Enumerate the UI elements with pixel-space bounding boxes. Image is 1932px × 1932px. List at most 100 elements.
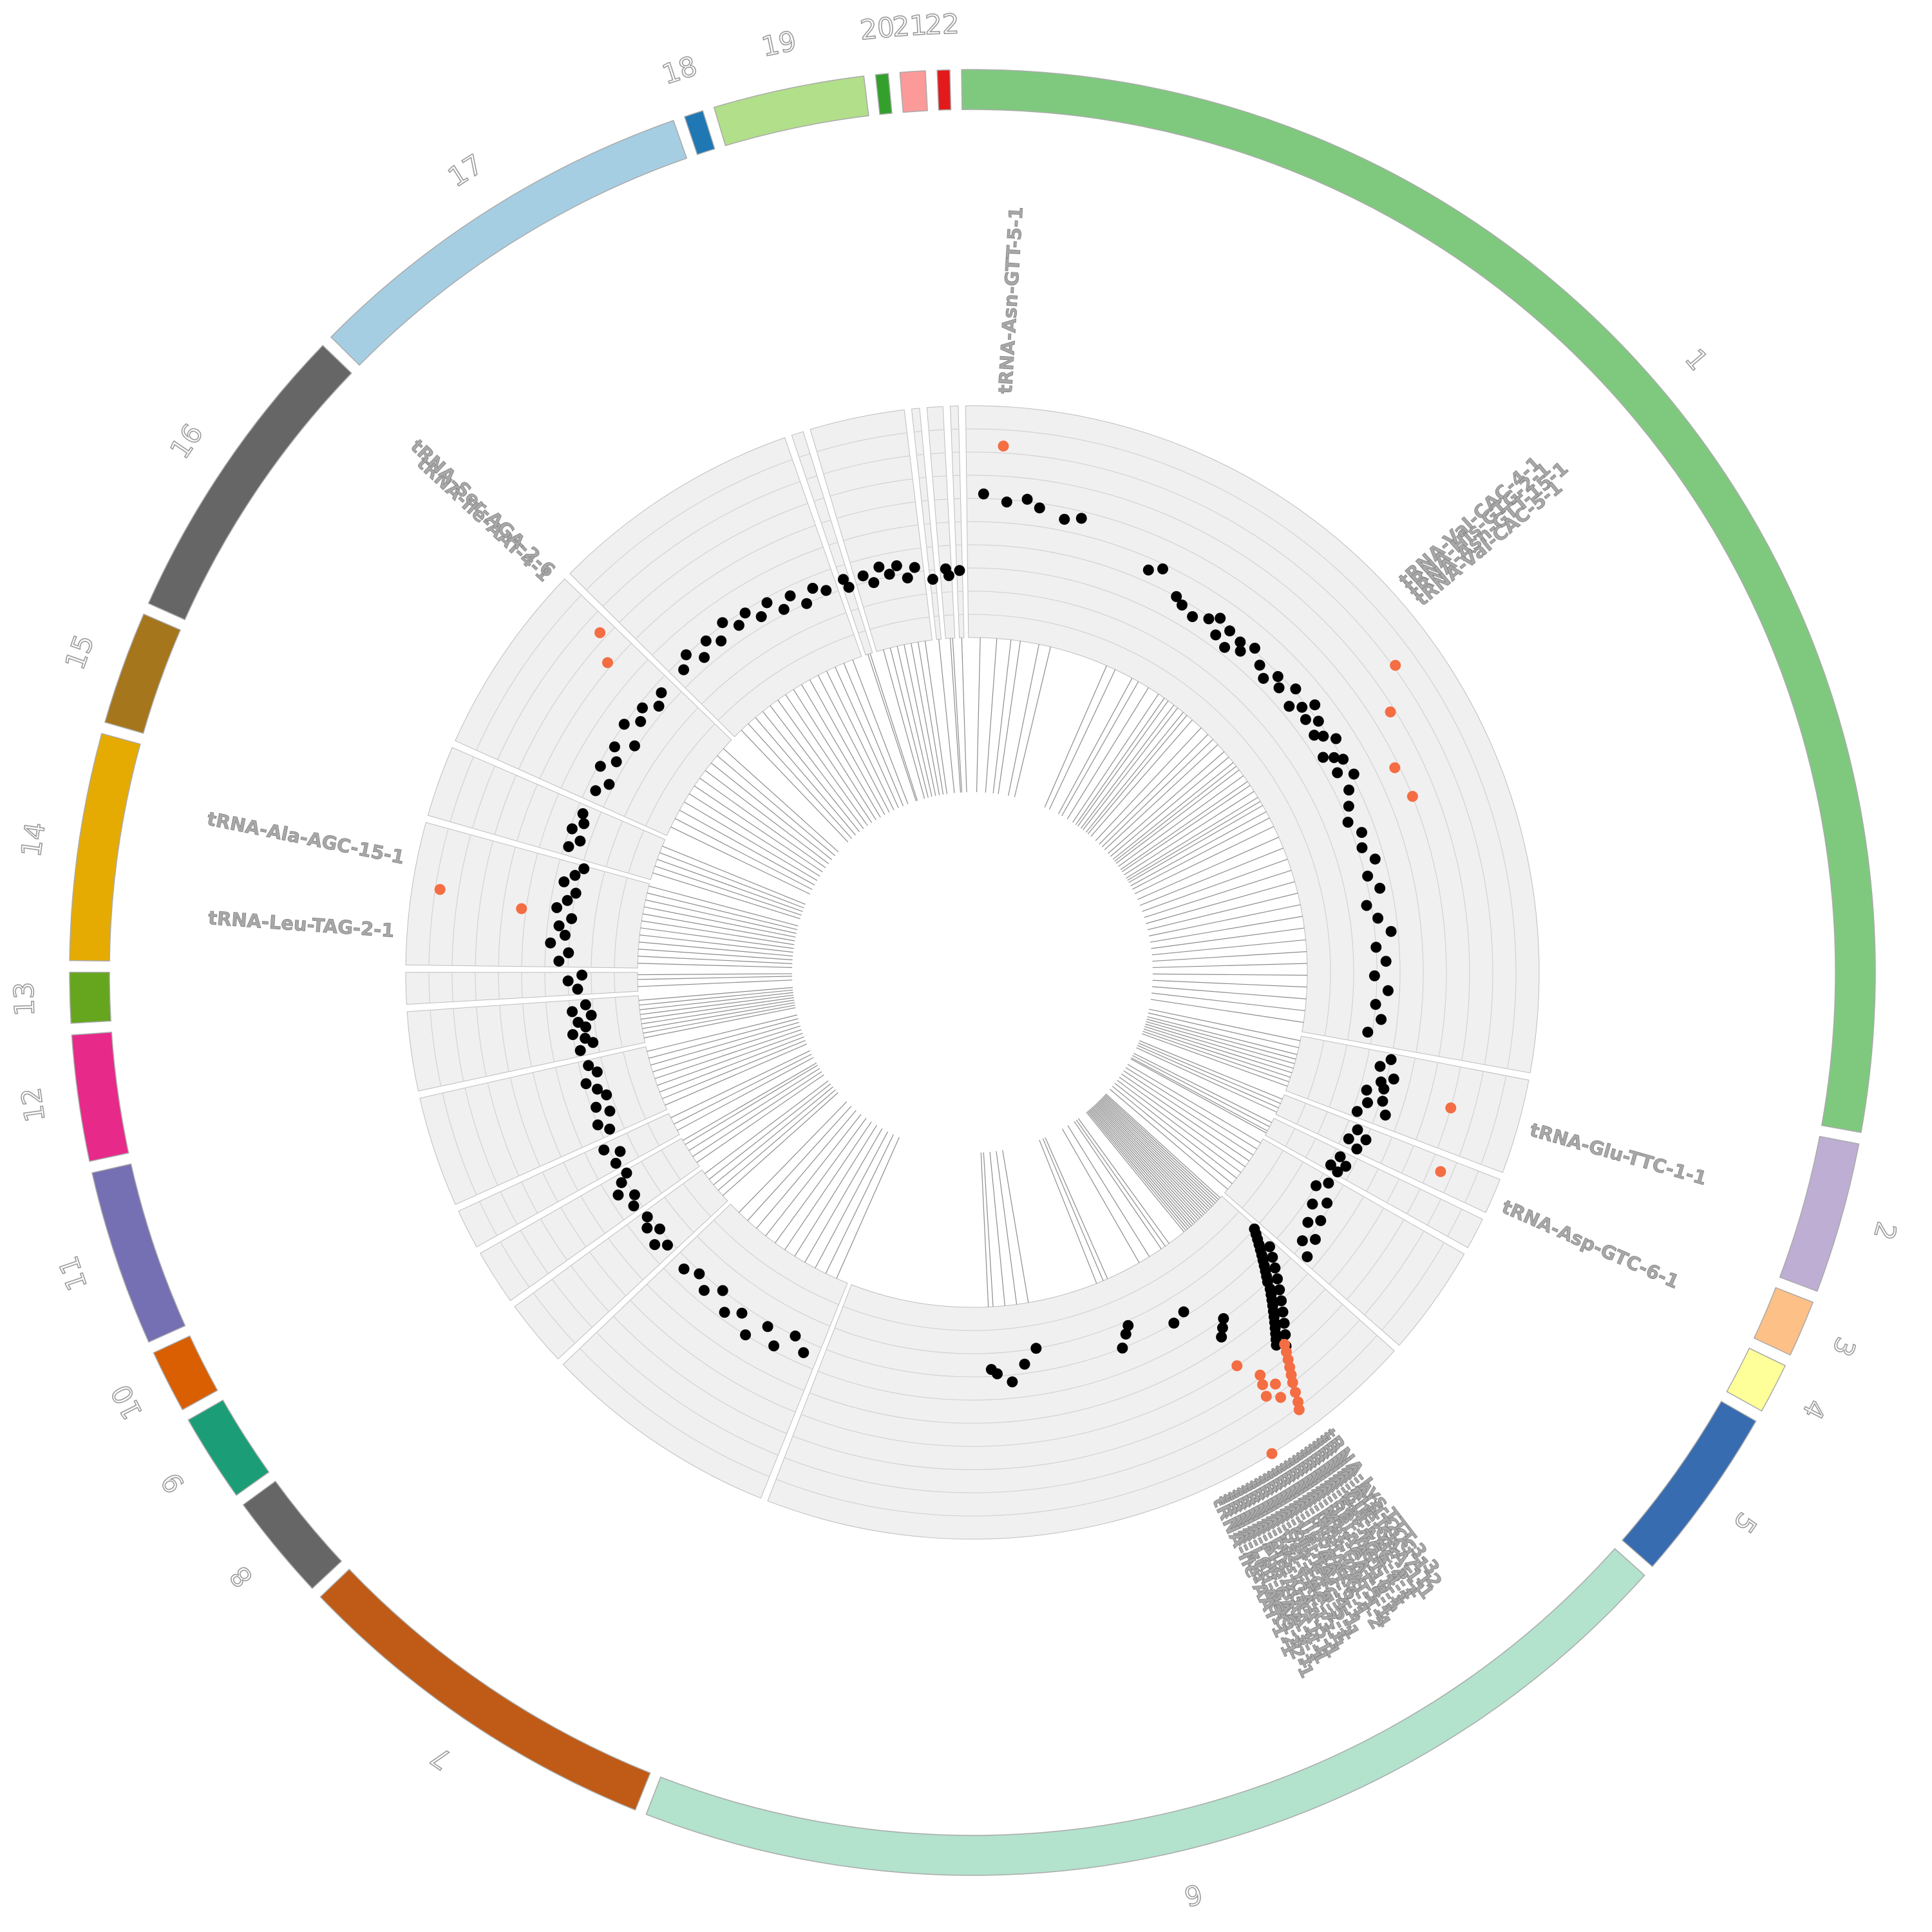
grid-ring — [1296, 1103, 1307, 1124]
data-point — [1203, 613, 1215, 625]
grid-ring — [498, 972, 500, 999]
grid-ring — [1401, 1145, 1414, 1174]
highlight-point — [1435, 1166, 1446, 1177]
grid-ring — [697, 1236, 831, 1327]
gene-link-line — [705, 1080, 829, 1174]
grid-ring — [623, 1052, 647, 1119]
gene-link-lines — [638, 638, 1307, 1307]
gene-link-line — [1094, 1104, 1201, 1218]
gene-link-line — [825, 1134, 894, 1274]
gene-link-line — [1103, 1096, 1216, 1204]
data-point — [678, 1263, 690, 1274]
data-point — [1272, 671, 1283, 683]
grid-ring — [520, 1230, 549, 1274]
highlight-point — [1269, 1378, 1281, 1390]
gene-link-line — [652, 872, 800, 920]
grid-ring — [560, 659, 649, 789]
data-point — [1030, 1343, 1042, 1354]
grid-ring — [582, 675, 665, 798]
data-point — [1001, 497, 1012, 508]
data-point — [1325, 1159, 1336, 1171]
chromosome-label-10: 10 — [105, 1379, 149, 1425]
highlight-point — [1255, 1369, 1266, 1381]
grid-ring — [829, 478, 913, 497]
data-point — [609, 741, 620, 753]
gene-link-line — [1090, 1108, 1192, 1226]
grid-ring — [551, 1279, 592, 1328]
gene-link-line — [1075, 697, 1165, 825]
chromosome-12-band — [71, 1032, 129, 1162]
gene-link-line — [1139, 848, 1284, 906]
data-point — [1122, 1320, 1134, 1331]
data-point — [1348, 768, 1359, 780]
gene-link-line — [674, 818, 813, 890]
gene-link-line — [938, 639, 955, 793]
gene-link-line — [747, 1106, 852, 1221]
gene-link-line — [1137, 837, 1279, 900]
gene-link-line — [1134, 826, 1274, 895]
gene-link-line — [1044, 665, 1107, 808]
data-point — [1370, 999, 1381, 1010]
gene-link-line — [1126, 797, 1258, 879]
data-point — [1321, 1197, 1333, 1209]
grid-ring — [635, 524, 816, 639]
gene-link-line — [1123, 1070, 1254, 1156]
data-point — [566, 823, 578, 835]
data-point — [1302, 1217, 1314, 1228]
data-point — [585, 1009, 597, 1021]
data-point — [574, 1045, 586, 1056]
data-point — [569, 869, 581, 881]
highlight-point — [1260, 1390, 1272, 1402]
gene-link-line — [638, 976, 793, 980]
chromosome-label-16: 16 — [164, 418, 209, 464]
data-point — [1334, 1151, 1346, 1162]
gene-link-line — [985, 638, 998, 793]
track-bg-chr-14 — [405, 822, 650, 969]
gene-link-line — [815, 1131, 889, 1269]
gene-link-line — [1074, 1121, 1162, 1249]
grid-ring — [442, 1093, 477, 1195]
gene-link-line — [826, 670, 895, 811]
grid-ring — [1426, 1198, 1441, 1226]
chromosome-20-band — [875, 73, 893, 115]
grid-ring — [1406, 1188, 1421, 1215]
data-point — [1215, 612, 1226, 624]
grid-ring — [539, 643, 632, 779]
grid-ring — [600, 1184, 625, 1220]
gene-link-line — [794, 1124, 877, 1257]
grid-ring — [605, 820, 623, 867]
chromosome-9-band — [187, 1399, 270, 1496]
grid-ring — [968, 614, 1331, 1036]
gene-link-line — [896, 646, 933, 797]
data-point — [1362, 1097, 1374, 1108]
gene-link-line — [638, 973, 793, 976]
grid-ring — [583, 811, 602, 861]
gene-link-line — [904, 644, 936, 797]
gene-link-line — [643, 906, 796, 938]
chromosome-11-band — [91, 1163, 186, 1343]
gene-link-line — [682, 1062, 817, 1141]
gene-link-line — [1127, 800, 1261, 881]
data-point — [1309, 1234, 1321, 1245]
gene-link-line — [1150, 999, 1304, 1023]
gene-link-line — [638, 963, 793, 968]
gene-link-line — [1105, 1093, 1221, 1198]
data-point — [1269, 1262, 1281, 1274]
data-point — [1254, 659, 1265, 671]
data-point — [612, 1189, 624, 1201]
grid-ring — [1443, 1162, 1457, 1193]
data-point — [1372, 913, 1384, 924]
grid-ring — [596, 1332, 779, 1456]
chromosome-17-band — [330, 120, 688, 366]
grid-ring — [799, 453, 811, 458]
data-point — [614, 1146, 626, 1157]
gene-link-line — [1114, 1083, 1237, 1179]
grid-ring — [428, 972, 430, 1003]
gene-link-line — [643, 1007, 796, 1039]
data-point — [580, 1078, 592, 1090]
gene-link-line — [1098, 1101, 1208, 1212]
data-point — [790, 1331, 801, 1342]
chromosome-label-11: 11 — [52, 1252, 93, 1294]
gene-link-line — [677, 1057, 814, 1131]
chromosome-label-15: 15 — [59, 630, 100, 674]
